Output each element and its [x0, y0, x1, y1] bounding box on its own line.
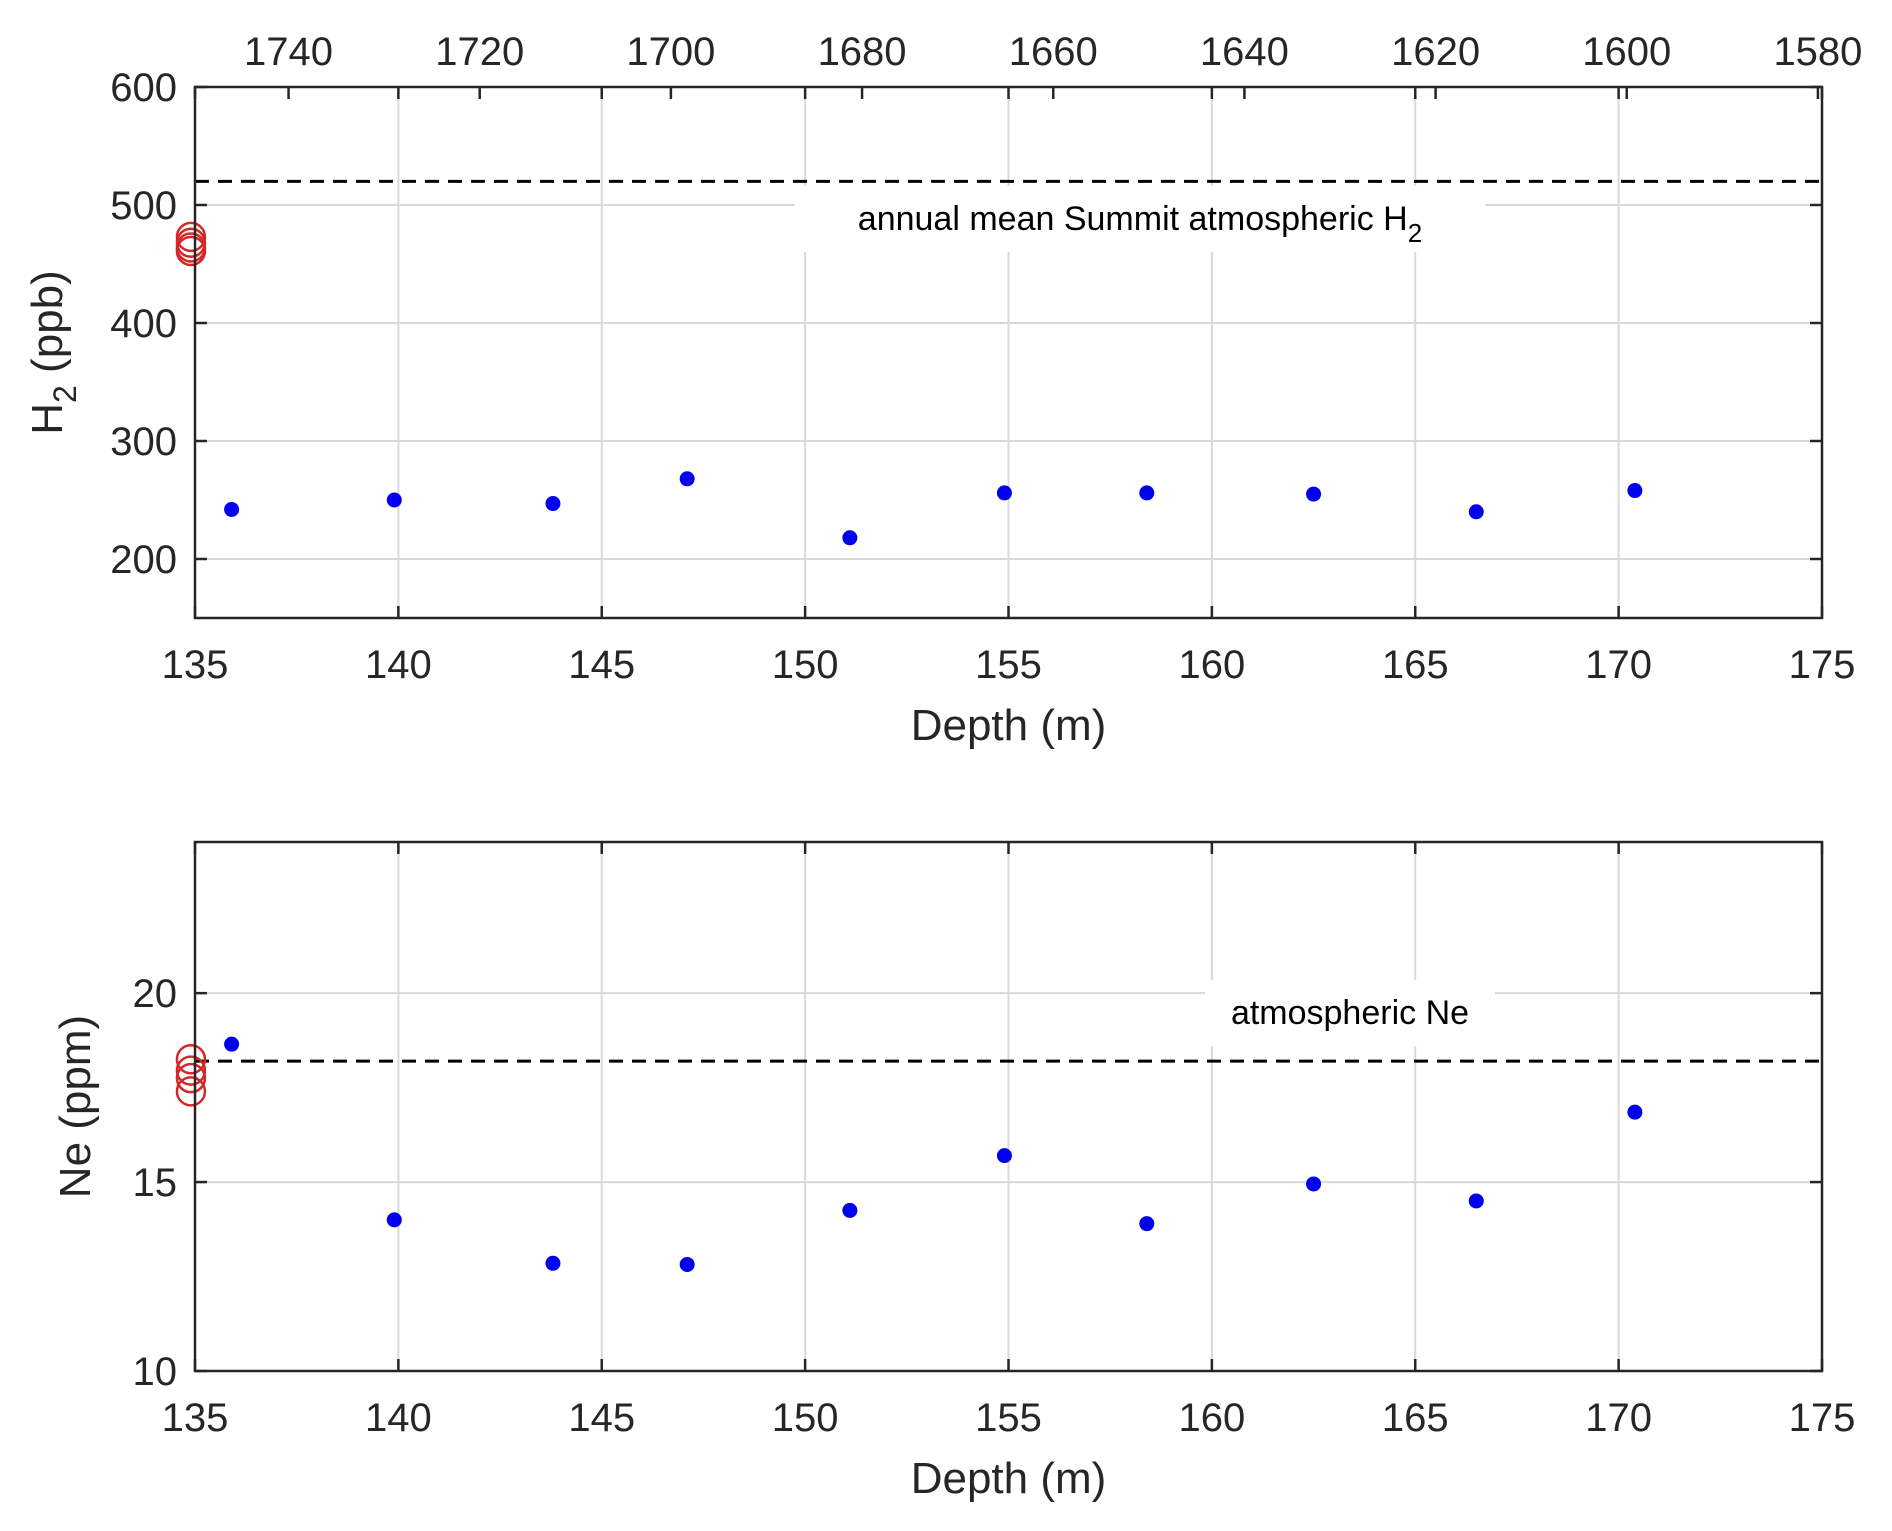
h2-modern-sample-point [175, 235, 207, 267]
h2-top-tick-label: 1640 [1200, 30, 1289, 74]
h2-reference-label: annual mean Summit atmospheric H2 [858, 200, 1422, 248]
h2-series-1 [175, 221, 207, 267]
ne-data-point [1468, 1193, 1484, 1209]
h2-x-tick-label: 145 [568, 643, 635, 687]
ne-modern-sample-point [175, 1044, 207, 1075]
h2-top-tick-label: 1600 [1582, 30, 1671, 74]
ne-series-1 [175, 1044, 207, 1107]
ne-data-point [679, 1256, 695, 1272]
ne-data-point [545, 1255, 561, 1271]
ne-modern-sample-point [175, 1055, 207, 1086]
ne-data-point [224, 1036, 240, 1052]
h2-top-tick-label: 1720 [435, 30, 524, 74]
h2-x-tick-label: 165 [1382, 643, 1449, 687]
ne-grid [195, 842, 1822, 1371]
ne-y-axis-title: Ne (ppm) [51, 1015, 100, 1198]
ne-data-point [1306, 1176, 1322, 1192]
ne-series-0 [224, 1036, 1643, 1272]
ne-data-point [1627, 1104, 1643, 1120]
ne-modern-sample-point [175, 1062, 207, 1094]
h2-y-tick-label: 300 [110, 420, 177, 464]
ne-y-tick-label: 20 [133, 972, 178, 1016]
ne-x-tick-label: 140 [365, 1396, 432, 1440]
h2-x-tick-label: 170 [1585, 643, 1652, 687]
ne-data-point [842, 1202, 858, 1218]
h2-data-point [1306, 486, 1322, 502]
h2-reference-label-bg [795, 186, 1485, 252]
ne-x-tick-label: 160 [1179, 1396, 1246, 1440]
h2-x-tick-label: 175 [1789, 643, 1856, 687]
ne-x-tick-label: 135 [162, 1396, 229, 1440]
h2-x-tick-label: 155 [975, 643, 1042, 687]
ne-y-tick-label: 10 [133, 1350, 178, 1394]
h2-y-tick-label: 500 [110, 184, 177, 228]
h2-data-point [679, 471, 695, 487]
h2-top-tick-label: 1580 [1773, 30, 1862, 74]
ne-x-tick-label: 145 [568, 1396, 635, 1440]
h2-y-axis-title: H2 (ppb) [23, 270, 83, 435]
h2-data-point [1139, 485, 1155, 501]
h2-data-point [996, 485, 1012, 501]
h2-top-tick-label: 1660 [1009, 30, 1098, 74]
h2-top-tick-label: 1680 [818, 30, 907, 74]
h2-data-point [224, 501, 240, 517]
ne-data-point [1139, 1216, 1155, 1232]
h2-top-tick-label: 1700 [626, 30, 715, 74]
h2-data-point [1468, 504, 1484, 520]
h2-data-point [1627, 483, 1643, 499]
ne-x-tick-label: 150 [772, 1396, 839, 1440]
h2-x-tick-label: 135 [162, 643, 229, 687]
ne-reference-label-bg [1205, 980, 1495, 1046]
h2-top-tick-label: 1740 [244, 30, 333, 74]
ne-x-tick-label: 165 [1382, 1396, 1449, 1440]
h2-y-tick-label: 600 [110, 66, 177, 110]
h2-y-tick-label: 200 [110, 538, 177, 582]
h2-x-tick-label: 160 [1179, 643, 1246, 687]
ne-modern-sample-point [175, 1076, 207, 1107]
ne-y-tick-label: 15 [133, 1161, 178, 1205]
h2-data-point [545, 496, 561, 512]
h2-chart: annual mean Summit atmospheric H2 135 140 1… [23, 30, 1862, 750]
ne-data-point [386, 1212, 402, 1228]
ne-reference-label: atmospheric Ne [1231, 994, 1469, 1032]
h2-series-0 [224, 471, 1643, 546]
h2-x-axis-title: Depth (m) [911, 701, 1107, 750]
h2-x-tick-label: 150 [772, 643, 839, 687]
ne-x-tick-label: 175 [1789, 1396, 1856, 1440]
ne-x-tick-label: 170 [1585, 1396, 1652, 1440]
ne-data-point [996, 1148, 1012, 1164]
h2-data-point [386, 492, 402, 508]
h2-x-tick-label: 140 [365, 643, 432, 687]
ne-chart: atmospheric Ne 135 140 145 150 155 160 165 170 17… [51, 840, 1856, 1503]
h2-top-tick-label: 1620 [1391, 30, 1480, 74]
h2-y-tick-label: 400 [110, 302, 177, 346]
ne-x-axis-title: Depth (m) [911, 1454, 1107, 1503]
ne-x-tick-label: 155 [975, 1396, 1042, 1440]
h2-data-point [842, 530, 858, 546]
